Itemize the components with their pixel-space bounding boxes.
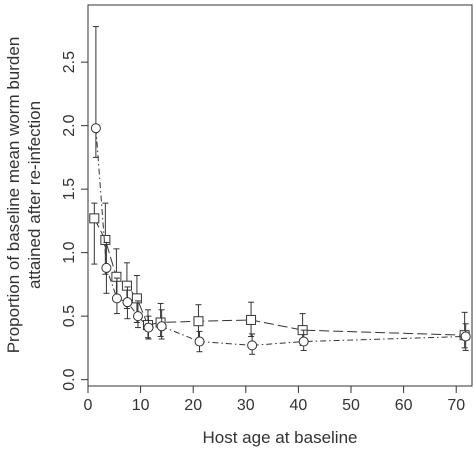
y-tick-label: 2.0 xyxy=(61,114,78,136)
data-point-square xyxy=(121,280,132,291)
y-axis-label-line-1: Proportion of baseline mean worm burden xyxy=(4,37,23,354)
plot-frame xyxy=(87,4,473,387)
data-point-square xyxy=(89,213,100,224)
y-tick-label: 1.5 xyxy=(61,178,78,200)
data-point-square xyxy=(131,293,142,304)
x-tick-label: 50 xyxy=(342,397,360,414)
data-point-circle xyxy=(247,340,258,351)
x-tick-label: 0 xyxy=(84,397,93,414)
x-tick-label: 10 xyxy=(132,397,150,414)
data-point-square xyxy=(111,271,122,282)
data-point-circle xyxy=(101,262,112,273)
x-axis-label: Host age at baseline xyxy=(203,428,358,447)
x-tick-label: 70 xyxy=(447,397,465,414)
series-line xyxy=(93,218,465,336)
series-circle xyxy=(90,26,471,355)
y-axis-label-line-2: attained after re-infection xyxy=(25,101,44,289)
y-tick-label: 0.5 xyxy=(61,305,78,327)
data-point-square xyxy=(100,234,111,245)
y-tick-label: 0.0 xyxy=(61,368,78,390)
x-tick-label: 20 xyxy=(184,397,202,414)
data-point-circle xyxy=(460,331,471,342)
y-tick-label: 1.0 xyxy=(61,241,78,263)
data-point-circle xyxy=(143,322,154,333)
x-tick-label: 60 xyxy=(395,397,413,414)
x-tick-label: 30 xyxy=(237,397,255,414)
data-point-circle xyxy=(132,311,143,322)
data-point-square xyxy=(193,316,204,327)
x-axis: 0 10 20 30 40 50 60 70 xyxy=(84,386,465,414)
y-axis: 0.0 0.5 1.0 1.5 2.0 2.5 xyxy=(61,51,88,391)
y-tick-label: 2.5 xyxy=(61,51,78,73)
data-point-circle xyxy=(90,123,101,134)
series-layer xyxy=(89,26,471,355)
x-tick-label: 40 xyxy=(290,397,308,414)
data-point-circle xyxy=(111,293,122,304)
data-point-circle xyxy=(156,321,167,332)
series-line xyxy=(95,128,466,346)
data-point-square xyxy=(246,314,257,325)
data-point-circle xyxy=(298,336,309,347)
data-point-circle xyxy=(122,297,133,308)
data-point-circle xyxy=(194,336,205,347)
